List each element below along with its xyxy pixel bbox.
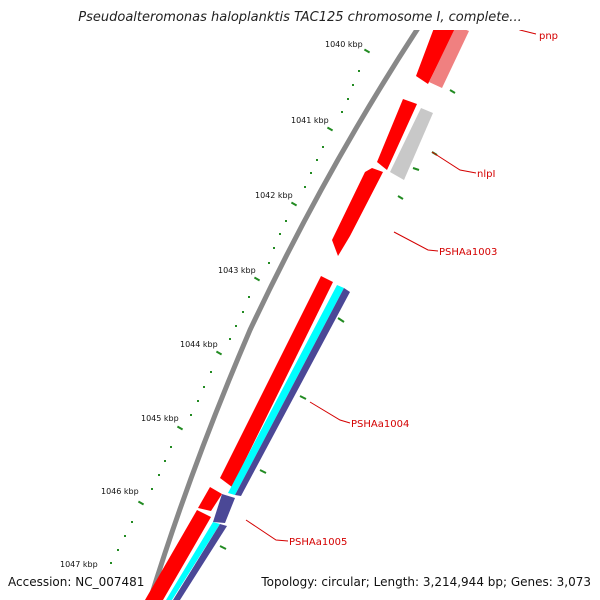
gene-feature-nlpI — [390, 108, 433, 180]
gene-feature-forward — [220, 276, 333, 487]
kbp-tick-label: 1043 kbp — [218, 266, 256, 275]
gene-callout-lines — [245, 30, 537, 542]
gene-label-nlpI: nlpI — [477, 169, 495, 180]
gene-feature-pnp-forward — [416, 30, 455, 84]
gene-feature-navy — [235, 288, 350, 496]
gene-label-pnp: pnp — [539, 31, 558, 42]
map-title: Pseudoalteromonas haloplanktis TAC125 ch… — [78, 10, 522, 25]
backbone-arc — [147, 30, 420, 600]
gene-feature-navy — [213, 494, 235, 523]
kbp-tick-label: 1041 kbp — [291, 116, 329, 125]
reverse-strand — [166, 30, 469, 600]
gene-label-PSHAa1003: PSHAa1003 — [439, 247, 497, 258]
gene-feature-navy — [173, 524, 227, 600]
gene-feature-forward — [332, 168, 383, 256]
genome-summary-text: Topology: circular; Length: 3,214,944 bp… — [261, 575, 591, 589]
kbp-tick-label: 1040 kbp — [325, 40, 363, 49]
gene-label-PSHAa1004: PSHAa1004 — [351, 419, 409, 430]
gene-label-PSHAa1005: PSHAa1005 — [289, 537, 347, 548]
gene-feature-cyan — [166, 522, 220, 600]
gene-feature-pnp — [429, 30, 469, 88]
forward-strand — [145, 30, 455, 600]
gene-feature-cyan — [228, 285, 344, 495]
kbp-tick-label: 1047 kbp — [60, 560, 98, 569]
kbp-tick-label: 1044 kbp — [180, 340, 218, 349]
gene-feature-forward — [377, 99, 417, 170]
gene-feature-forward — [145, 510, 211, 600]
accession-text: Accession: NC_007481 — [8, 575, 145, 589]
gene-feature-forward — [198, 487, 222, 511]
kbp-tick-label: 1046 kbp — [101, 487, 139, 496]
kbp-tick-label: 1045 kbp — [141, 414, 179, 423]
scale-dots — [110, 48, 371, 564]
kbp-tick-label: 1042 kbp — [255, 191, 293, 200]
